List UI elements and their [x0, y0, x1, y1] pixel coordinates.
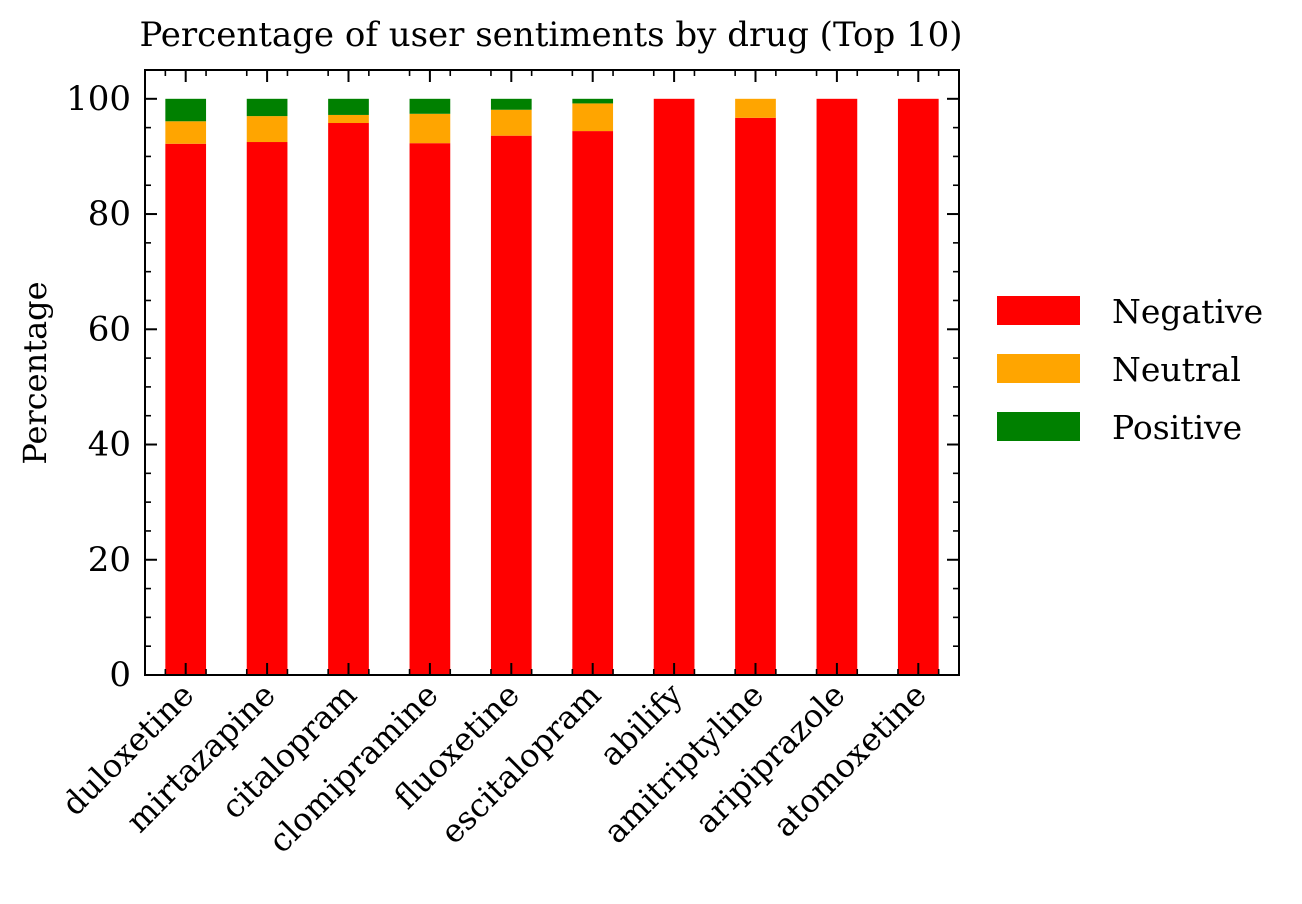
bar-duloxetine-positive	[165, 98, 207, 122]
y-tick-label-0: 0	[109, 655, 131, 695]
bar-fluoxetine-positive	[490, 98, 532, 110]
bar-clomipramine-positive	[409, 98, 451, 114]
bar-mirtazapine-neutral	[246, 116, 288, 143]
x-tick-labels: duloxetinemirtazapinecitalopramclomipram…	[54, 676, 934, 861]
bar-escitalopram-positive	[572, 98, 614, 104]
legend-swatch-negative	[997, 296, 1080, 325]
bar-abilify-negative	[653, 98, 695, 675]
bar-citalopram-neutral	[328, 114, 369, 124]
bar-clomipramine-negative	[409, 143, 451, 675]
y-tick-label-20: 20	[88, 540, 131, 580]
bar-atomoxetine-negative	[897, 98, 939, 675]
bar-clomipramine-neutral	[409, 113, 451, 144]
legend-label-positive: Positive	[1112, 408, 1242, 447]
legend-label-neutral: Neutral	[1112, 350, 1241, 389]
plot-frame	[144, 69, 960, 676]
bar-escitalopram-neutral	[572, 103, 614, 132]
bar-duloxetine-neutral	[165, 121, 207, 144]
legend: Negative Neutral Positive	[997, 292, 1263, 447]
y-axis-label: Percentage	[16, 281, 54, 464]
bar-duloxetine-negative	[165, 143, 207, 675]
bars-group	[165, 98, 939, 675]
y-tick-label-100: 100	[66, 79, 131, 119]
chart-title: Percentage of user sentiments by drug (T…	[139, 15, 962, 55]
bar-fluoxetine-negative	[490, 135, 532, 675]
legend-swatch-positive	[997, 412, 1080, 441]
legend-swatch-neutral	[997, 354, 1080, 383]
y-tick-label-40: 40	[88, 425, 131, 465]
y-tick-label-80: 80	[88, 194, 131, 234]
bar-aripiprazole-negative	[816, 98, 858, 675]
bar-amitriptyline-negative	[735, 117, 776, 675]
bar-mirtazapine-positive	[246, 98, 288, 117]
y-tick-labels: 0 20 40 60 80 100	[66, 79, 131, 695]
y-tick-label-60: 60	[88, 309, 131, 349]
legend-label-negative: Negative	[1112, 292, 1263, 331]
bar-citalopram-positive	[328, 98, 369, 115]
bar-fluoxetine-neutral	[490, 109, 532, 136]
bar-citalopram-negative	[328, 123, 369, 675]
bar-amitriptyline-neutral	[735, 98, 776, 118]
bar-mirtazapine-negative	[246, 142, 288, 675]
bar-escitalopram-negative	[572, 131, 614, 675]
